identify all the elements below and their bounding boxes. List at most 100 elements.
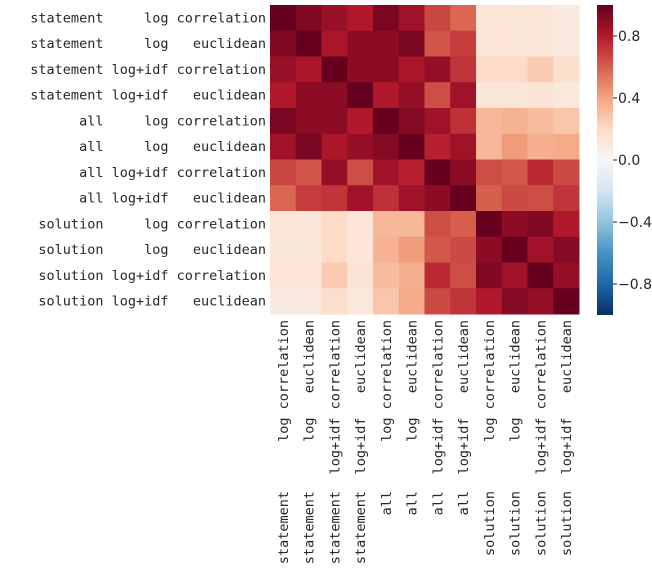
heatmap-cell (398, 211, 425, 238)
heatmap-cell (476, 236, 503, 263)
heatmap-cell (270, 56, 297, 83)
heatmap-cell (424, 30, 451, 57)
column-tick-labels: log correlation statement log euclidean sta… (276, 320, 575, 564)
heatmap-cell (450, 5, 477, 32)
column-tick-label-method: log correlation (482, 320, 498, 442)
heatmap-cell (476, 211, 503, 238)
heatmap-cell (424, 211, 451, 238)
colorbar-tick-label: 0.8 (618, 29, 640, 45)
heatmap-cell (321, 159, 348, 186)
column-tick-label: log euclidean all (405, 320, 421, 515)
heatmap-cell (321, 236, 348, 263)
column-tick-label-group: all (379, 491, 395, 515)
heatmap-cell (450, 185, 477, 212)
column-tick-label: log+idf correlation all (430, 320, 446, 515)
heatmap-cell (347, 211, 374, 238)
column-tick-label-method: log+idf correlation (533, 320, 549, 474)
column-tick-label: log correlation all (379, 320, 395, 515)
heatmap-cell (398, 5, 425, 32)
heatmap-cell (553, 185, 580, 212)
heatmap-cell (321, 108, 348, 135)
heatmap-cell (553, 30, 580, 57)
heatmap-cell (424, 262, 451, 289)
column-tick-label-group: statement (327, 491, 343, 564)
heatmap-cell (398, 108, 425, 135)
heatmap-cell (527, 236, 554, 263)
heatmap-cell (424, 82, 451, 109)
heatmap-cell (450, 262, 477, 289)
heatmap-cell (295, 56, 322, 83)
heatmap-cell (424, 108, 451, 135)
heatmap-cell (476, 56, 503, 83)
heatmap-cell (527, 56, 554, 83)
heatmap-cell (373, 288, 400, 315)
heatmap-cell (476, 262, 503, 289)
column-tick-label-group: solution (508, 491, 524, 556)
column-tick-label: log+idf euclidean statement (353, 320, 369, 564)
row-tick-labels: statement log correlation statement log e… (30, 10, 266, 309)
heatmap-cell (347, 30, 374, 57)
heatmap-cell (553, 159, 580, 186)
column-tick-label: log+idf euclidean solution (559, 320, 575, 556)
heatmap-cell (476, 82, 503, 109)
column-tick-label-group: solution (482, 491, 498, 556)
heatmap-cell (321, 288, 348, 315)
heatmap-cell (527, 262, 554, 289)
heatmap-cell (424, 185, 451, 212)
heatmap-cell (527, 133, 554, 160)
heatmap-cell (373, 133, 400, 160)
heatmap-cell (295, 159, 322, 186)
row-tick-label: all log euclidean (30, 139, 266, 155)
row-tick-label: statement log correlation (30, 10, 266, 26)
heatmap-cell (321, 133, 348, 160)
column-tick-label-group: all (456, 491, 472, 515)
heatmap-cell (347, 108, 374, 135)
heatmap-cell (501, 211, 528, 238)
heatmap-cell (501, 56, 528, 83)
heatmap-cell (501, 133, 528, 160)
column-tick-label: log euclidean solution (508, 320, 524, 556)
heatmap-cell (476, 108, 503, 135)
heatmap-cell (501, 5, 528, 32)
heatmap-cell (347, 82, 374, 109)
heatmap-cell (527, 5, 554, 32)
column-tick-label: log correlation statement (276, 320, 292, 564)
colorbar-tick-label: −0.8 (618, 277, 652, 293)
heatmap-cell (295, 108, 322, 135)
heatmap-cell (424, 159, 451, 186)
heatmap-cell (450, 30, 477, 57)
heatmap-cell (295, 30, 322, 57)
heatmap-cell (321, 185, 348, 212)
column-tick-label-group: all (405, 491, 421, 515)
heatmap-cell (450, 211, 477, 238)
row-tick-label: solution log correlation (30, 216, 266, 232)
row-tick-label: statement log+idf euclidean (30, 88, 266, 104)
colorbar-tick-label: −0.4 (618, 215, 652, 231)
heatmap-cell (527, 159, 554, 186)
column-tick-label-group: all (430, 491, 446, 515)
heatmap-cell (501, 82, 528, 109)
heatmap-cell (476, 185, 503, 212)
heatmap-cell (527, 30, 554, 57)
row-tick-label: statement log euclidean (30, 36, 266, 52)
heatmap-cell (476, 30, 503, 57)
heatmap-cell (398, 82, 425, 109)
heatmap-cell (295, 236, 322, 263)
column-tick-label-method: log+idf correlation (327, 320, 343, 474)
colorbar-gradient (597, 5, 613, 315)
heatmap-cell (373, 5, 400, 32)
column-tick-label-group: statement (276, 491, 292, 564)
heatmap-cell (295, 288, 322, 315)
column-tick-label-group: statement (353, 491, 369, 564)
heatmap-cell (527, 211, 554, 238)
heatmap-cell (270, 159, 297, 186)
heatmap-cell (501, 262, 528, 289)
heatmap-cell (321, 30, 348, 57)
heatmap-cell (295, 5, 322, 32)
heatmap-cell (373, 56, 400, 83)
heatmap-cell (501, 159, 528, 186)
heatmap-cell (321, 5, 348, 32)
heatmap-cell (295, 185, 322, 212)
heatmap-cell (347, 185, 374, 212)
heatmap-cell (295, 133, 322, 160)
